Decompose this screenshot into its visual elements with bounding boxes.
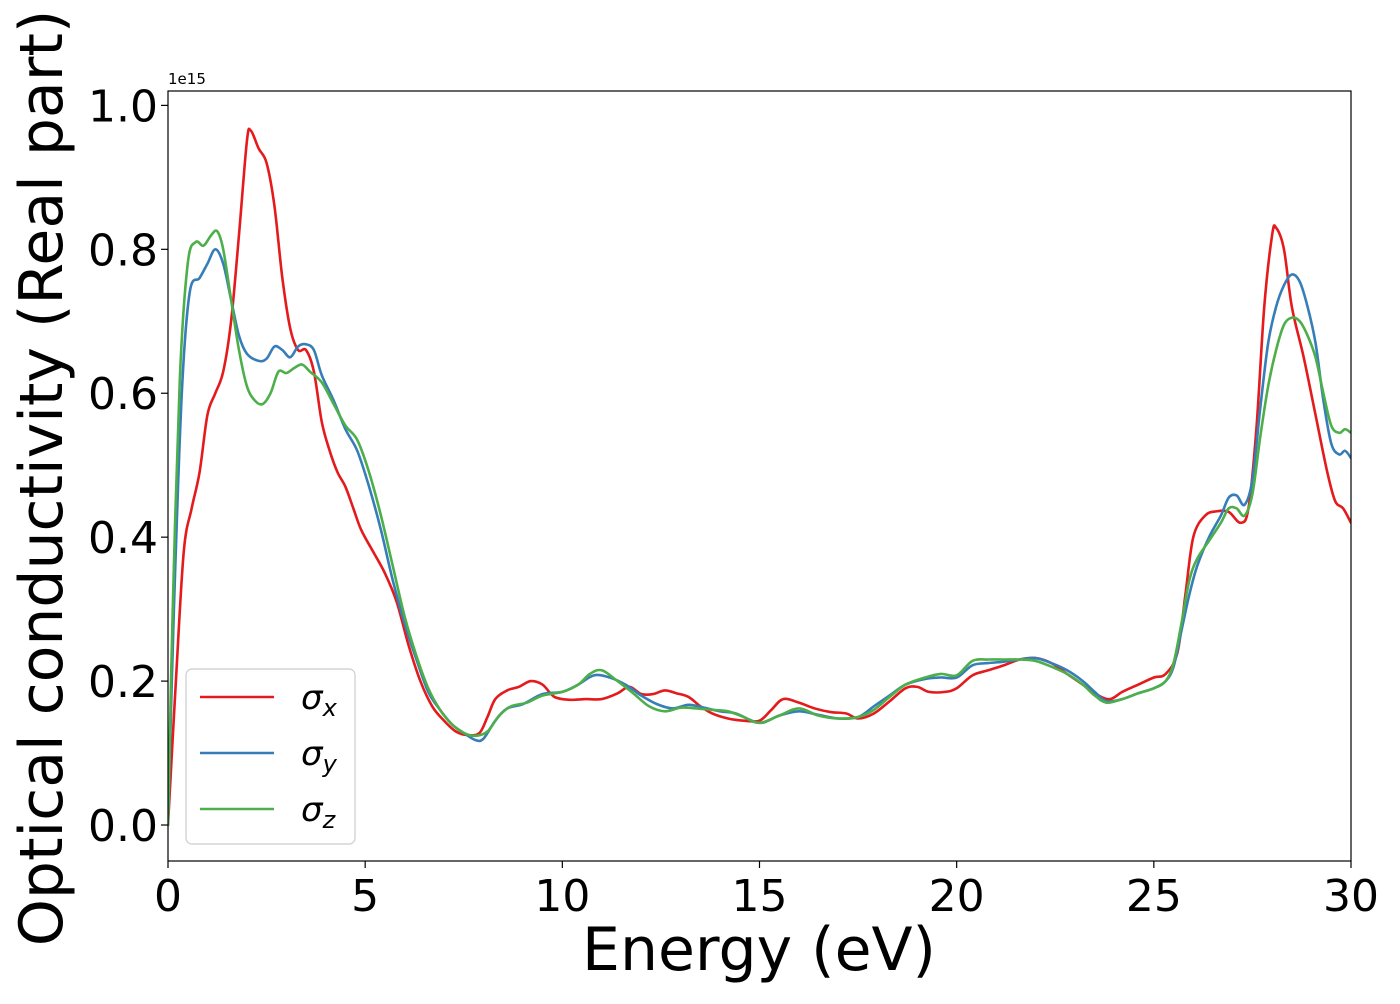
series-lines xyxy=(168,127,1351,827)
legend-item-y: σy xyxy=(200,734,338,778)
y-tick-label: 1.0 xyxy=(88,81,158,132)
legend-label-y: σy xyxy=(301,734,338,778)
x-tick-label: 10 xyxy=(534,871,590,922)
x-tick-label: 30 xyxy=(1323,871,1379,922)
y-tick-label: 0.2 xyxy=(88,657,158,708)
legend-box xyxy=(185,668,356,845)
y-axis-offset-label: 1e15 xyxy=(168,70,206,88)
y-tick-label: 0.8 xyxy=(88,225,158,276)
y-tick-label: 0.0 xyxy=(88,801,158,852)
series-line-x xyxy=(168,127,1351,827)
legend-subscript-x: x xyxy=(322,694,338,722)
x-tick-label: 5 xyxy=(351,871,379,922)
x-axis-title: Energy (eV) xyxy=(582,915,936,985)
y-tick-label: 0.4 xyxy=(88,513,158,564)
x-tick-label: 15 xyxy=(732,871,788,922)
y-axis-title: Optical conductivity (Real part) xyxy=(7,10,77,947)
legend-subscript-z: z xyxy=(322,806,337,834)
series-line-z xyxy=(168,229,1351,827)
x-tick-label: 25 xyxy=(1126,871,1182,922)
legend-subscript-y: y xyxy=(322,750,338,778)
x-tick-label: 20 xyxy=(929,871,985,922)
x-tick-label: 0 xyxy=(154,871,182,922)
y-tick-label: 0.6 xyxy=(88,369,158,420)
